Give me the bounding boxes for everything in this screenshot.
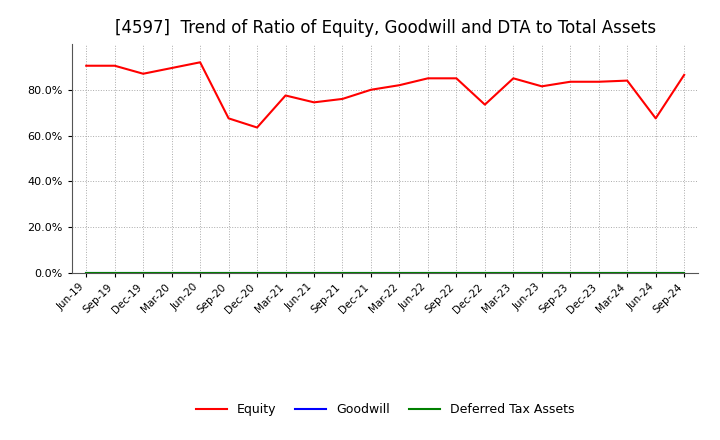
Deferred Tax Assets [167, 270, 176, 275]
Deferred Tax Assets [395, 270, 404, 275]
Deferred Tax Assets [452, 270, 461, 275]
Equity [82, 63, 91, 68]
Goodwill [652, 270, 660, 275]
Deferred Tax Assets [509, 270, 518, 275]
Goodwill [595, 270, 603, 275]
Goodwill [167, 270, 176, 275]
Goodwill [623, 270, 631, 275]
Goodwill [310, 270, 318, 275]
Equity [139, 71, 148, 77]
Deferred Tax Assets [623, 270, 631, 275]
Equity [110, 63, 119, 68]
Goodwill [139, 270, 148, 275]
Equity [395, 83, 404, 88]
Goodwill [82, 270, 91, 275]
Equity [623, 78, 631, 83]
Equity [452, 76, 461, 81]
Deferred Tax Assets [82, 270, 91, 275]
Deferred Tax Assets [225, 270, 233, 275]
Goodwill [423, 270, 432, 275]
Deferred Tax Assets [196, 270, 204, 275]
Equity [225, 116, 233, 121]
Deferred Tax Assets [253, 270, 261, 275]
Equity [282, 93, 290, 98]
Deferred Tax Assets [338, 270, 347, 275]
Goodwill [253, 270, 261, 275]
Goodwill [480, 270, 489, 275]
Goodwill [537, 270, 546, 275]
Equity [310, 100, 318, 105]
Deferred Tax Assets [595, 270, 603, 275]
Equity [537, 84, 546, 89]
Title: [4597]  Trend of Ratio of Equity, Goodwill and DTA to Total Assets: [4597] Trend of Ratio of Equity, Goodwil… [114, 19, 656, 37]
Goodwill [680, 270, 688, 275]
Deferred Tax Assets [139, 270, 148, 275]
Equity [680, 72, 688, 77]
Deferred Tax Assets [652, 270, 660, 275]
Line: Equity: Equity [86, 62, 684, 128]
Equity [366, 87, 375, 92]
Deferred Tax Assets [423, 270, 432, 275]
Deferred Tax Assets [680, 270, 688, 275]
Goodwill [366, 270, 375, 275]
Deferred Tax Assets [537, 270, 546, 275]
Legend: Equity, Goodwill, Deferred Tax Assets: Equity, Goodwill, Deferred Tax Assets [191, 398, 580, 421]
Equity [423, 76, 432, 81]
Deferred Tax Assets [366, 270, 375, 275]
Equity [566, 79, 575, 84]
Deferred Tax Assets [480, 270, 489, 275]
Goodwill [225, 270, 233, 275]
Equity [167, 66, 176, 71]
Goodwill [338, 270, 347, 275]
Equity [253, 125, 261, 130]
Deferred Tax Assets [566, 270, 575, 275]
Equity [480, 102, 489, 107]
Goodwill [282, 270, 290, 275]
Equity [196, 60, 204, 65]
Equity [595, 79, 603, 84]
Goodwill [452, 270, 461, 275]
Equity [338, 96, 347, 102]
Deferred Tax Assets [310, 270, 318, 275]
Goodwill [566, 270, 575, 275]
Goodwill [196, 270, 204, 275]
Deferred Tax Assets [282, 270, 290, 275]
Deferred Tax Assets [110, 270, 119, 275]
Goodwill [110, 270, 119, 275]
Goodwill [395, 270, 404, 275]
Equity [509, 76, 518, 81]
Equity [652, 116, 660, 121]
Goodwill [509, 270, 518, 275]
